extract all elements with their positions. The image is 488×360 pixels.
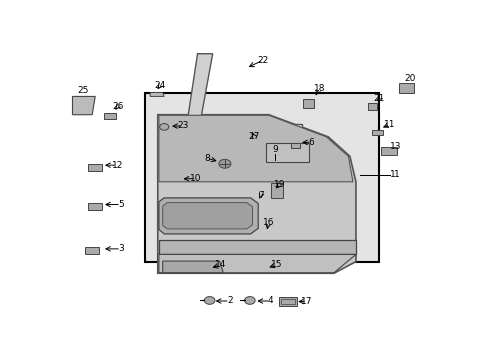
Bar bbox=[85, 247, 99, 254]
Text: 21: 21 bbox=[373, 94, 385, 103]
Bar bbox=[278, 297, 296, 306]
Polygon shape bbox=[189, 123, 301, 132]
Bar bbox=[398, 83, 413, 93]
Polygon shape bbox=[150, 93, 164, 96]
Text: 1: 1 bbox=[393, 170, 399, 179]
Text: 3: 3 bbox=[118, 244, 123, 253]
Text: 17: 17 bbox=[300, 297, 312, 306]
Text: 10: 10 bbox=[190, 174, 202, 183]
Bar bbox=[265, 143, 309, 162]
Polygon shape bbox=[159, 255, 355, 273]
Text: 19: 19 bbox=[274, 180, 285, 189]
Polygon shape bbox=[163, 203, 252, 229]
Text: 2: 2 bbox=[226, 297, 232, 306]
Bar bbox=[381, 147, 396, 155]
Circle shape bbox=[204, 297, 215, 304]
Text: 13: 13 bbox=[389, 142, 400, 151]
Polygon shape bbox=[159, 198, 258, 234]
Bar bbox=[302, 99, 313, 108]
Text: 9: 9 bbox=[272, 145, 278, 154]
Text: 14: 14 bbox=[215, 261, 226, 269]
Circle shape bbox=[244, 297, 255, 304]
Text: 23: 23 bbox=[177, 121, 188, 130]
Circle shape bbox=[218, 159, 230, 168]
Text: 1: 1 bbox=[389, 170, 395, 179]
Text: 20: 20 bbox=[403, 74, 415, 83]
Text: 7: 7 bbox=[258, 190, 263, 199]
Polygon shape bbox=[163, 261, 223, 273]
Polygon shape bbox=[159, 115, 352, 182]
Bar bbox=[290, 143, 299, 148]
Bar bbox=[88, 203, 102, 210]
Text: 6: 6 bbox=[308, 138, 313, 147]
Bar bbox=[271, 183, 282, 198]
Text: 25: 25 bbox=[77, 86, 89, 95]
Bar bbox=[280, 299, 294, 304]
Text: 12: 12 bbox=[111, 161, 122, 170]
Text: 24: 24 bbox=[155, 81, 166, 90]
Text: 18: 18 bbox=[313, 84, 325, 93]
Bar bbox=[371, 130, 382, 135]
Bar bbox=[88, 164, 102, 171]
Bar bbox=[104, 113, 116, 119]
Text: 27: 27 bbox=[248, 132, 260, 141]
Polygon shape bbox=[188, 54, 212, 116]
Circle shape bbox=[159, 123, 168, 130]
Polygon shape bbox=[158, 115, 355, 273]
Text: 4: 4 bbox=[267, 297, 273, 306]
Text: 15: 15 bbox=[270, 261, 282, 269]
Bar bbox=[145, 93, 379, 262]
Text: 16: 16 bbox=[262, 218, 274, 227]
Text: 5: 5 bbox=[118, 200, 123, 209]
Text: 8: 8 bbox=[203, 154, 209, 163]
Text: 11: 11 bbox=[384, 120, 395, 129]
Text: 22: 22 bbox=[257, 56, 268, 65]
Polygon shape bbox=[72, 96, 95, 115]
Polygon shape bbox=[159, 240, 355, 255]
Bar bbox=[367, 103, 376, 110]
Text: 26: 26 bbox=[112, 102, 123, 111]
